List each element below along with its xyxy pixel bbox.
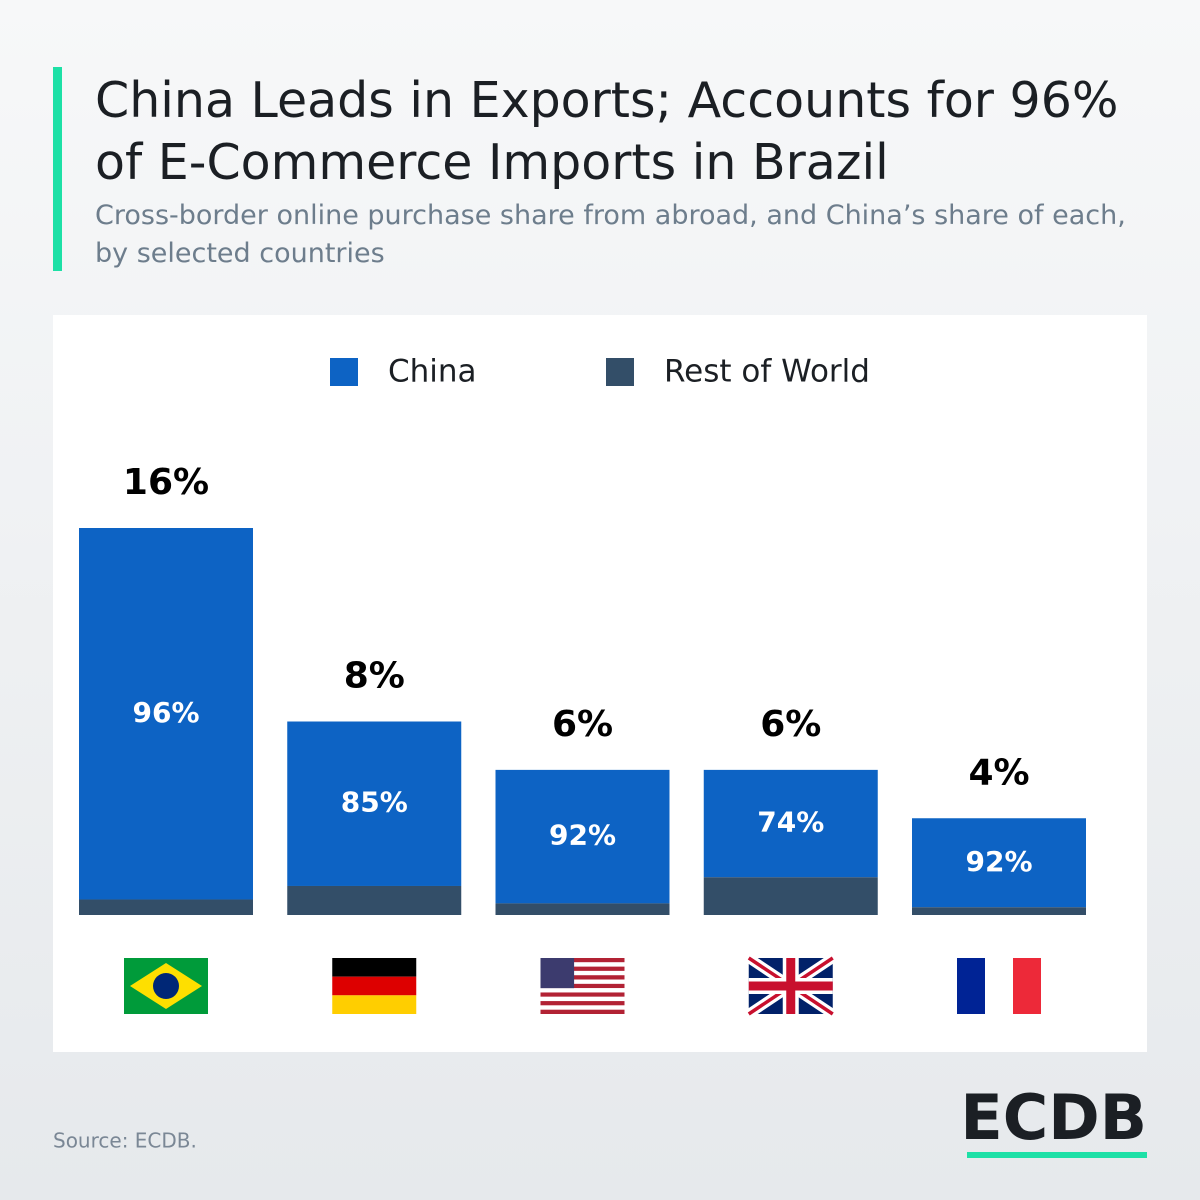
china-share-label: 92% (965, 845, 1032, 878)
flag (124, 958, 208, 1014)
bar-china (79, 528, 253, 900)
logo: ECDB (960, 1081, 1147, 1154)
bar-rest-of-world (703, 877, 878, 915)
flag-part (540, 962, 625, 967)
flag (540, 958, 625, 1014)
legend-swatch (606, 358, 634, 386)
flag (745, 953, 836, 1019)
flag-part (540, 958, 575, 989)
flag (332, 958, 417, 1014)
total-label: 8% (344, 656, 405, 697)
total-label: 6% (760, 704, 821, 745)
flag-part (540, 1009, 625, 1014)
flag-part (540, 988, 625, 993)
flag-part (1013, 958, 1041, 1014)
source: Source: ECDB. (53, 1129, 197, 1153)
total-label: 6% (552, 704, 613, 745)
china-share-label: 85% (341, 786, 408, 819)
total-label: 4% (968, 752, 1029, 793)
china-share-label: 74% (757, 806, 824, 839)
total-label: 16% (123, 462, 209, 503)
flag-part (332, 976, 417, 996)
flag-part (153, 973, 179, 999)
legend-swatch (330, 358, 358, 386)
bar-china (287, 721, 462, 886)
flag-part (540, 966, 625, 971)
flag-part (540, 1005, 625, 1010)
flag-part (540, 996, 625, 1002)
logo-underline (967, 1152, 1147, 1158)
chart-subtitle: Cross-border online purchase share from … (95, 200, 1126, 269)
flag-part (332, 995, 417, 1014)
bar-china (912, 818, 1086, 908)
flag (957, 958, 1041, 1014)
china-share-label: 96% (132, 696, 199, 729)
bar-rest-of-world (912, 907, 1086, 915)
chart-title: China Leads in Exports; Accounts for 96%… (95, 72, 1119, 191)
flag-part (540, 958, 625, 963)
flag-part (540, 992, 625, 997)
bar-china (495, 769, 670, 904)
bar-rest-of-world (495, 903, 670, 915)
legend-label: Rest of World (664, 354, 870, 390)
bar-rest-of-world (79, 899, 253, 915)
flag-part (748, 958, 833, 1014)
accent-bar (53, 67, 62, 271)
flag-part (540, 975, 625, 980)
flag-part (540, 1001, 625, 1006)
flag-part (332, 958, 417, 977)
flag-part (957, 958, 985, 1014)
flag-part (540, 979, 625, 984)
legend-label: China (388, 354, 477, 390)
flag-part (540, 983, 625, 989)
flag-part (985, 958, 1013, 1014)
flag-part (540, 970, 625, 976)
china-share-label: 92% (549, 819, 616, 852)
bar-rest-of-world (287, 885, 462, 915)
bar-china (703, 769, 878, 878)
